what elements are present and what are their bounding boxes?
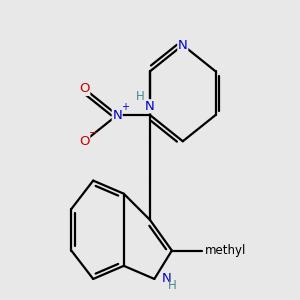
- Text: N: N: [112, 109, 122, 122]
- Text: O: O: [79, 135, 90, 148]
- Text: +: +: [121, 102, 129, 112]
- Text: −: −: [88, 128, 98, 138]
- Text: H: H: [136, 90, 145, 103]
- Text: N: N: [162, 272, 172, 285]
- Text: H: H: [168, 279, 177, 292]
- Text: N: N: [145, 100, 155, 113]
- Text: O: O: [79, 82, 90, 95]
- Text: methyl: methyl: [205, 244, 246, 257]
- Text: N: N: [178, 39, 188, 52]
